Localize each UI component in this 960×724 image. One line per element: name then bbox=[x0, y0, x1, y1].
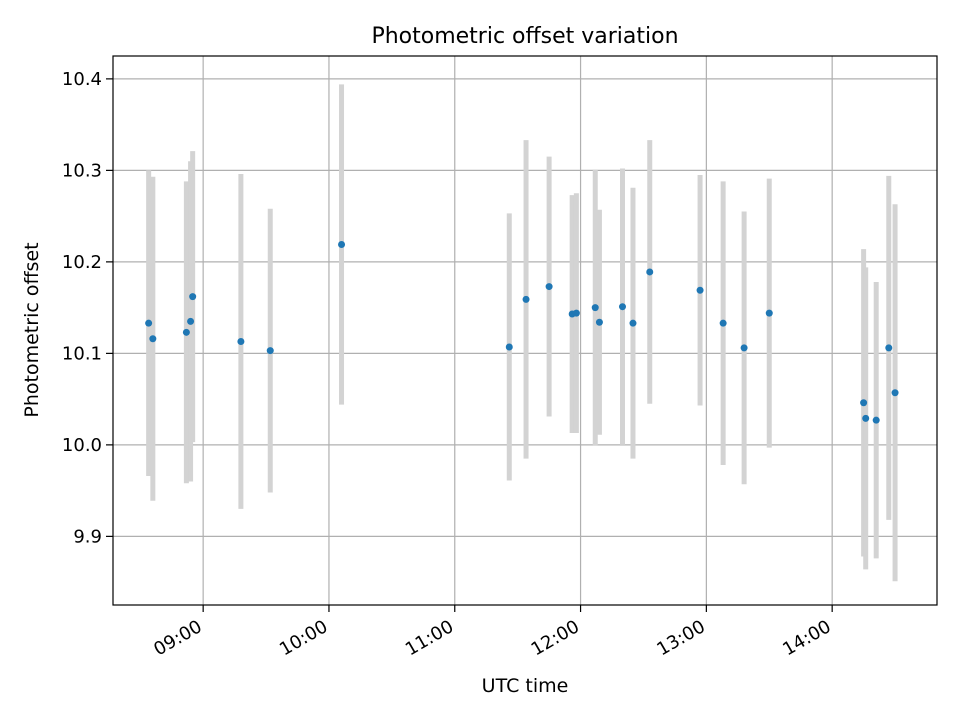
data-point bbox=[182, 328, 190, 336]
data-point bbox=[187, 317, 195, 325]
chart-title: Photometric offset variation bbox=[371, 24, 678, 49]
data-point bbox=[719, 319, 727, 327]
data-point bbox=[595, 318, 603, 326]
data-point bbox=[266, 347, 274, 355]
data-point bbox=[145, 319, 153, 327]
data-point bbox=[862, 414, 870, 422]
data-point bbox=[629, 319, 637, 327]
data-point bbox=[885, 344, 893, 352]
data-point bbox=[545, 283, 553, 291]
data-point bbox=[591, 304, 599, 312]
data-point bbox=[189, 293, 197, 301]
data-point bbox=[696, 286, 704, 294]
y-axis-label: Photometric offset bbox=[21, 242, 43, 417]
data-point bbox=[149, 335, 157, 343]
data-point bbox=[765, 309, 773, 317]
data-point bbox=[618, 303, 626, 311]
y-tick-label: 10.0 bbox=[62, 435, 102, 456]
y-tick-label: 10.1 bbox=[62, 343, 102, 364]
data-point bbox=[338, 240, 346, 248]
y-tick-label: 10.3 bbox=[62, 160, 102, 181]
data-point bbox=[740, 344, 748, 352]
y-tick-label: 10.4 bbox=[62, 69, 102, 90]
y-tick-label: 10.2 bbox=[62, 252, 102, 273]
x-axis-label: UTC time bbox=[482, 675, 569, 697]
plot-area-frame bbox=[112, 55, 938, 606]
data-point bbox=[522, 295, 530, 303]
data-point bbox=[646, 268, 654, 276]
data-point bbox=[872, 416, 880, 424]
data-points bbox=[145, 240, 899, 424]
data-point bbox=[505, 343, 513, 351]
data-point bbox=[891, 389, 899, 397]
data-point bbox=[572, 309, 580, 317]
data-point bbox=[237, 337, 245, 345]
y-tick-label: 9.9 bbox=[73, 526, 102, 547]
data-point bbox=[860, 399, 868, 407]
